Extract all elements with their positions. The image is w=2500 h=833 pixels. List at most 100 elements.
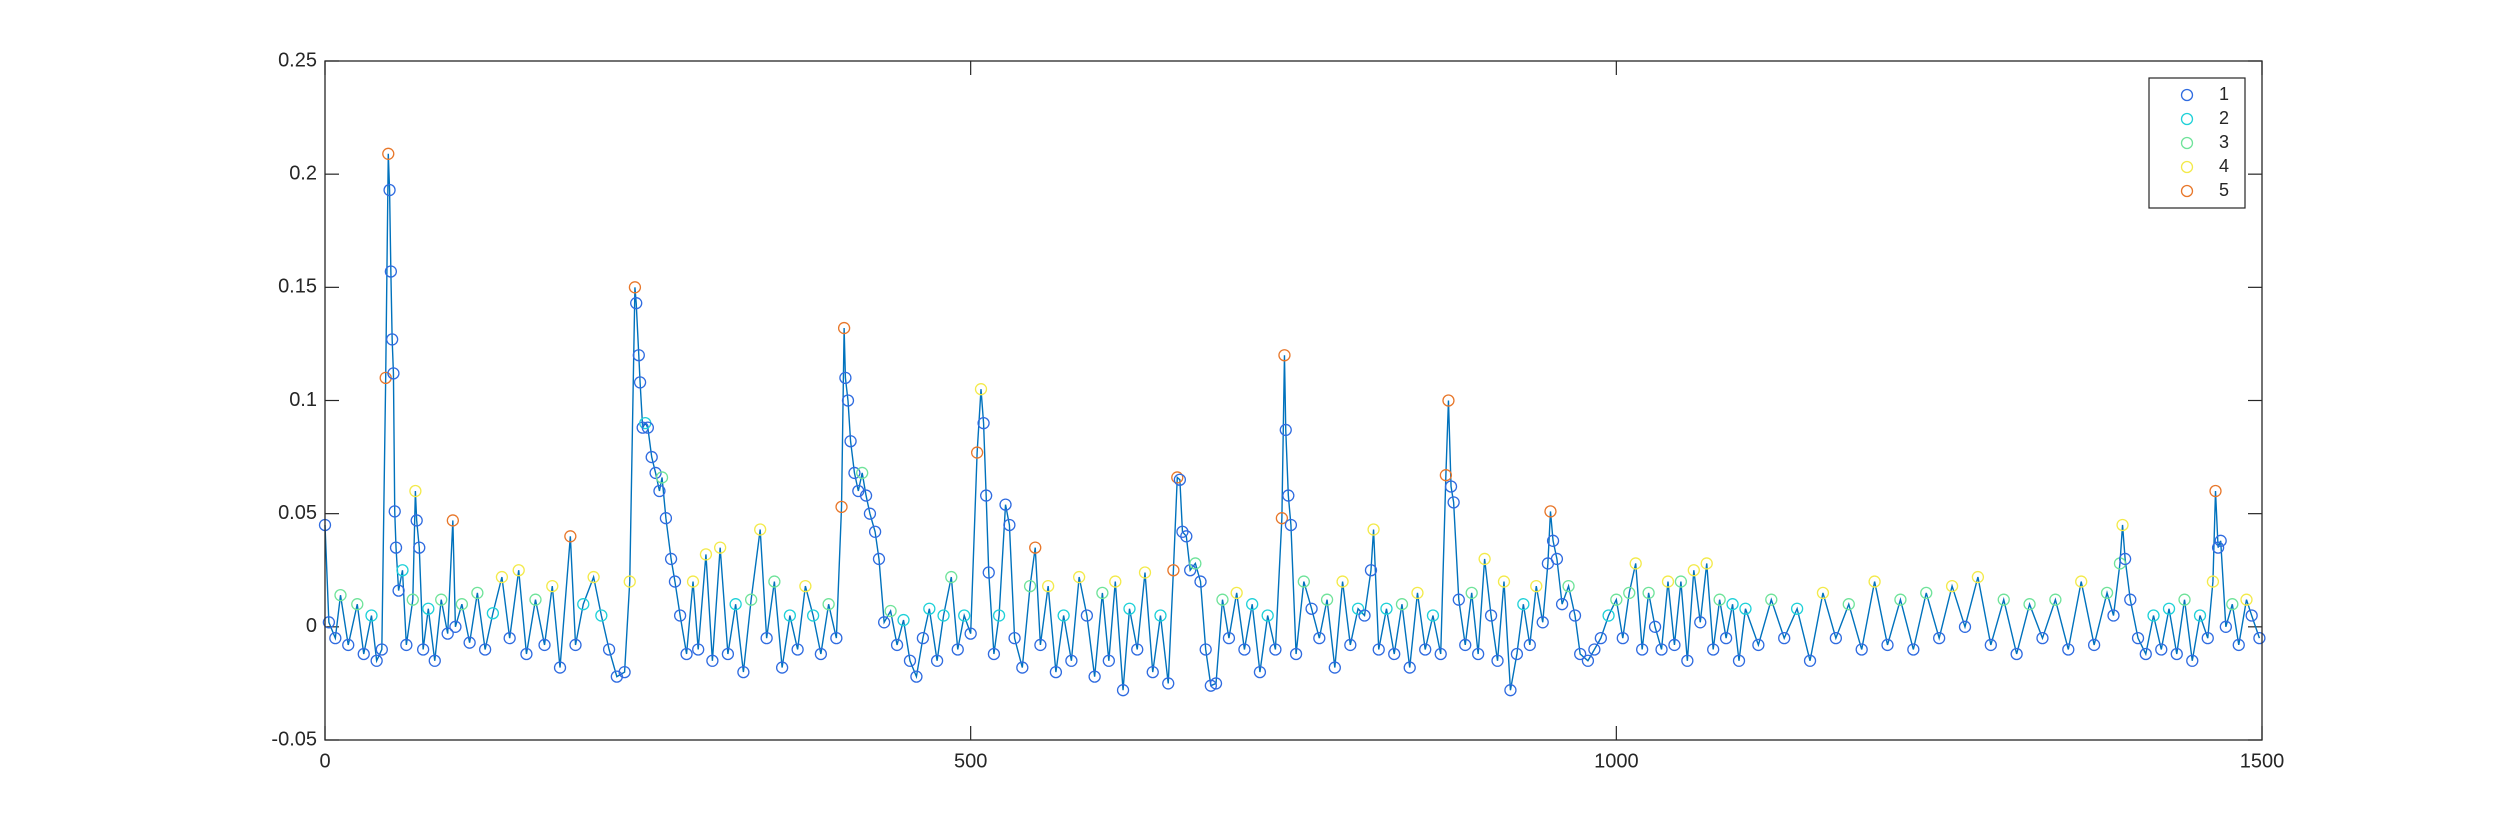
data-point [1278, 349, 1291, 362]
data-point [1138, 566, 1152, 579]
data-point [630, 297, 643, 310]
data-point [1275, 512, 1289, 525]
data-point [1447, 496, 1460, 509]
data-point [1616, 632, 1629, 645]
axes-box [324, 60, 2263, 741]
data-point [334, 588, 347, 602]
data-point [1550, 552, 1564, 566]
data-point [2201, 632, 2214, 645]
data-point [706, 654, 719, 667]
data-point [1442, 394, 1455, 407]
data-point [868, 525, 882, 538]
data-point [1230, 586, 1243, 600]
data-point [1623, 586, 1636, 600]
data-point [1655, 643, 1668, 656]
data-point [1088, 670, 1101, 683]
data-point [937, 609, 950, 622]
data-point [839, 371, 852, 385]
data-point [1465, 586, 1478, 600]
data-point [692, 643, 705, 656]
data-point [1297, 575, 1310, 588]
data-point [822, 598, 835, 611]
data-point [923, 602, 936, 615]
data-point [2139, 647, 2152, 661]
data-point [1289, 647, 1303, 661]
data-point [1209, 677, 1223, 690]
data-point [841, 394, 855, 407]
data-point [409, 484, 422, 498]
data-point [2087, 638, 2101, 652]
data-point [859, 489, 873, 502]
data-point [974, 383, 988, 396]
data-point [471, 586, 484, 600]
data-point [1403, 661, 1416, 674]
data-point [342, 638, 355, 652]
data-point [1065, 654, 1078, 667]
data-point [538, 638, 551, 652]
data-point [1497, 575, 1511, 588]
data-point [1023, 579, 1037, 593]
data-point [1842, 598, 1855, 611]
data-point [1907, 643, 1920, 656]
data-point [848, 466, 861, 480]
data-point [1459, 638, 1472, 652]
data-point [1246, 598, 1259, 611]
data-point [713, 541, 727, 554]
data-point [1261, 609, 1274, 622]
data-point [1216, 593, 1229, 606]
data-point [1687, 564, 1700, 577]
data-point [1530, 579, 1543, 593]
data-point [1131, 643, 1144, 656]
data-point [1313, 632, 1326, 645]
data-point [1057, 609, 1070, 622]
plot-area [325, 61, 2262, 740]
data-point [1029, 541, 1042, 554]
data-point [754, 523, 767, 536]
data-point [992, 609, 1006, 622]
data-point [1700, 557, 1713, 570]
data-point [668, 575, 682, 588]
data-point [2240, 593, 2253, 606]
data-point [2206, 575, 2220, 588]
data-point [1189, 557, 1202, 570]
data-point [2010, 647, 2023, 661]
data-point [1562, 579, 1575, 593]
legend-label: 5 [2219, 180, 2229, 200]
data-point [964, 627, 977, 640]
data-point [569, 638, 582, 652]
data-point [1765, 593, 1778, 606]
data-point [385, 333, 399, 346]
data-point [977, 416, 990, 430]
data-point [1109, 575, 1122, 588]
data-point [463, 636, 476, 649]
data-point [512, 564, 525, 577]
data-point [1199, 643, 1212, 656]
y-tick-label: 0 [306, 615, 317, 637]
x-tick-label: 1000 [1594, 750, 1639, 772]
data-point [435, 593, 448, 606]
data-point [1282, 489, 1295, 502]
data-point [890, 638, 904, 652]
data-point [546, 579, 559, 593]
data-point [945, 570, 958, 584]
data-point [449, 620, 462, 633]
data-point [645, 450, 658, 464]
data-point [1478, 552, 1491, 566]
x-tick-label: 0 [319, 750, 330, 772]
data-point [2147, 609, 2160, 622]
data-point [1380, 602, 1393, 615]
data-point [2075, 575, 2088, 588]
data-point [413, 541, 426, 554]
legend-marker [2180, 160, 2194, 174]
data-point [1305, 602, 1318, 615]
data-point [958, 609, 971, 622]
data-point [1610, 593, 1623, 606]
data-point [2100, 586, 2114, 600]
data-point [1328, 661, 1341, 674]
data-point [814, 647, 828, 661]
y-tick-label: 0.2 [289, 162, 317, 184]
data-point [2245, 609, 2258, 622]
data-point [1581, 654, 1595, 667]
data-point [520, 647, 533, 661]
